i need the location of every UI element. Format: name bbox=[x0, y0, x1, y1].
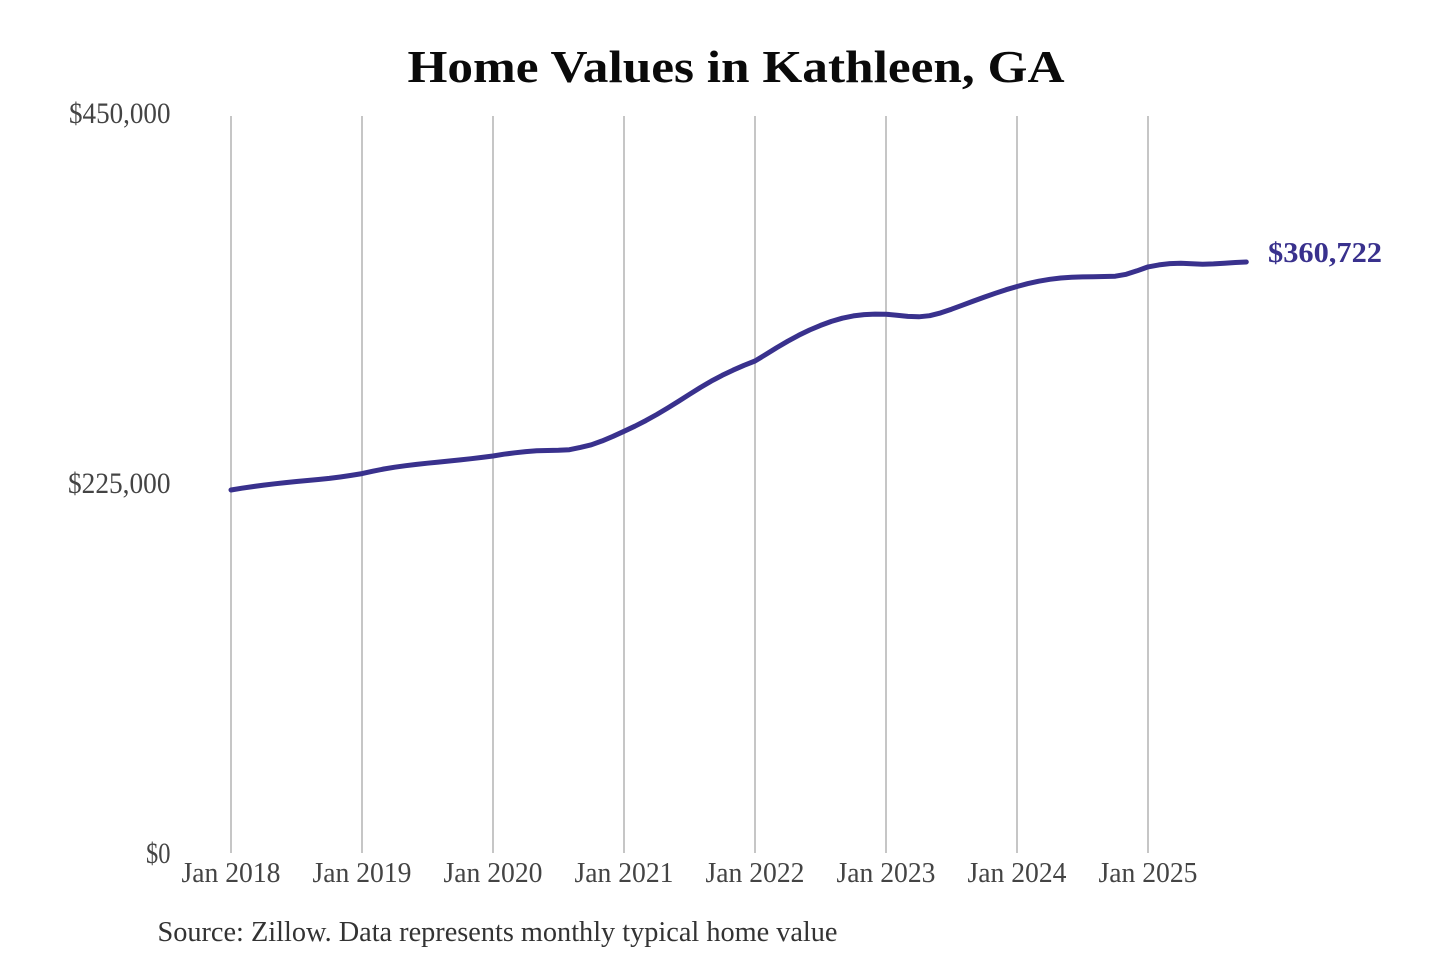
svg-text:Jan 2022: Jan 2022 bbox=[706, 857, 805, 889]
svg-text:Source: Zillow. Data represent: Source: Zillow. Data represents monthly … bbox=[158, 916, 838, 948]
svg-text:Jan 2023: Jan 2023 bbox=[837, 857, 936, 889]
svg-text:$450,000: $450,000 bbox=[69, 97, 171, 130]
svg-text:Jan 2020: Jan 2020 bbox=[444, 857, 543, 889]
svg-text:$0: $0 bbox=[146, 837, 171, 870]
svg-text:Jan 2019: Jan 2019 bbox=[313, 857, 412, 889]
svg-text:$225,000: $225,000 bbox=[68, 467, 171, 500]
svg-text:Jan 2024: Jan 2024 bbox=[968, 857, 1067, 889]
svg-text:Jan 2021: Jan 2021 bbox=[575, 857, 674, 889]
svg-text:$360,722: $360,722 bbox=[1268, 238, 1382, 269]
svg-text:Home Values in Kathleen, GA: Home Values in Kathleen, GA bbox=[408, 41, 1065, 92]
svg-text:Jan 2025: Jan 2025 bbox=[1099, 857, 1198, 889]
svg-text:Jan 2018: Jan 2018 bbox=[182, 857, 281, 889]
